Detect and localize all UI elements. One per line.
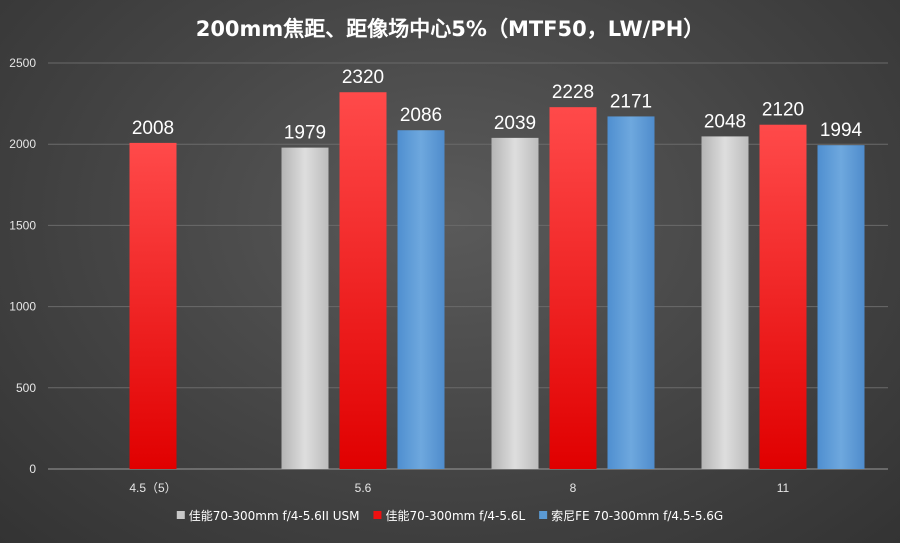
legend: 佳能70-300mm f/4-5.6II USM 佳能70-300mm f/4-5… bbox=[176, 509, 723, 523]
data-label: 2228 bbox=[552, 82, 594, 103]
data-label: 1979 bbox=[284, 123, 326, 144]
x-tick-label: 11 bbox=[777, 481, 790, 495]
bar bbox=[817, 145, 865, 470]
data-labels: 2008 1979 2320 2086 2039 2228 2171 2048 2120 1994 bbox=[132, 67, 863, 143]
bar bbox=[281, 147, 329, 469]
y-tick-label: 1500 bbox=[9, 218, 36, 232]
y-tick-label: 1000 bbox=[9, 300, 36, 314]
x-tick-label: 4.5（5） bbox=[129, 481, 176, 495]
data-label: 2320 bbox=[342, 67, 384, 88]
legend-swatch bbox=[539, 511, 548, 519]
data-label: 2039 bbox=[494, 113, 536, 134]
data-label: 1994 bbox=[820, 120, 863, 141]
bars bbox=[129, 92, 865, 470]
legend-swatch bbox=[373, 511, 382, 519]
bar bbox=[759, 124, 807, 469]
bar bbox=[549, 107, 597, 470]
data-label: 2171 bbox=[610, 91, 652, 112]
legend-label: 佳能70-300mm f/4-5.6L bbox=[385, 509, 525, 523]
legend-label: 佳能70-300mm f/4-5.6II USM bbox=[189, 509, 360, 523]
x-axis-ticks: 4.5（5） 5.6 8 11 bbox=[129, 481, 789, 495]
data-label: 2120 bbox=[762, 100, 804, 121]
bar bbox=[339, 92, 387, 470]
bar bbox=[701, 136, 749, 470]
y-tick-label: 2500 bbox=[9, 56, 36, 70]
bar bbox=[397, 130, 445, 470]
data-label: 2086 bbox=[400, 105, 442, 126]
bar bbox=[491, 137, 539, 469]
y-tick-label: 0 bbox=[29, 462, 36, 476]
y-tick-label: 500 bbox=[16, 381, 36, 395]
data-label: 2048 bbox=[704, 111, 746, 132]
bar bbox=[129, 142, 177, 469]
x-tick-label: 8 bbox=[570, 481, 577, 495]
legend-label: 索尼FE 70-300mm f/4.5-5.6G bbox=[551, 509, 723, 523]
y-tick-label: 2000 bbox=[9, 137, 36, 151]
chart-title: 200mm焦距、距像场中心5%（MTF50，LW/PH） bbox=[196, 17, 705, 41]
bar bbox=[607, 116, 655, 470]
x-tick-label: 5.6 bbox=[355, 481, 372, 495]
y-axis-ticks: 0 500 1000 1500 2000 2500 bbox=[9, 56, 36, 476]
legend-swatch bbox=[176, 511, 185, 519]
data-label: 2008 bbox=[132, 118, 174, 139]
